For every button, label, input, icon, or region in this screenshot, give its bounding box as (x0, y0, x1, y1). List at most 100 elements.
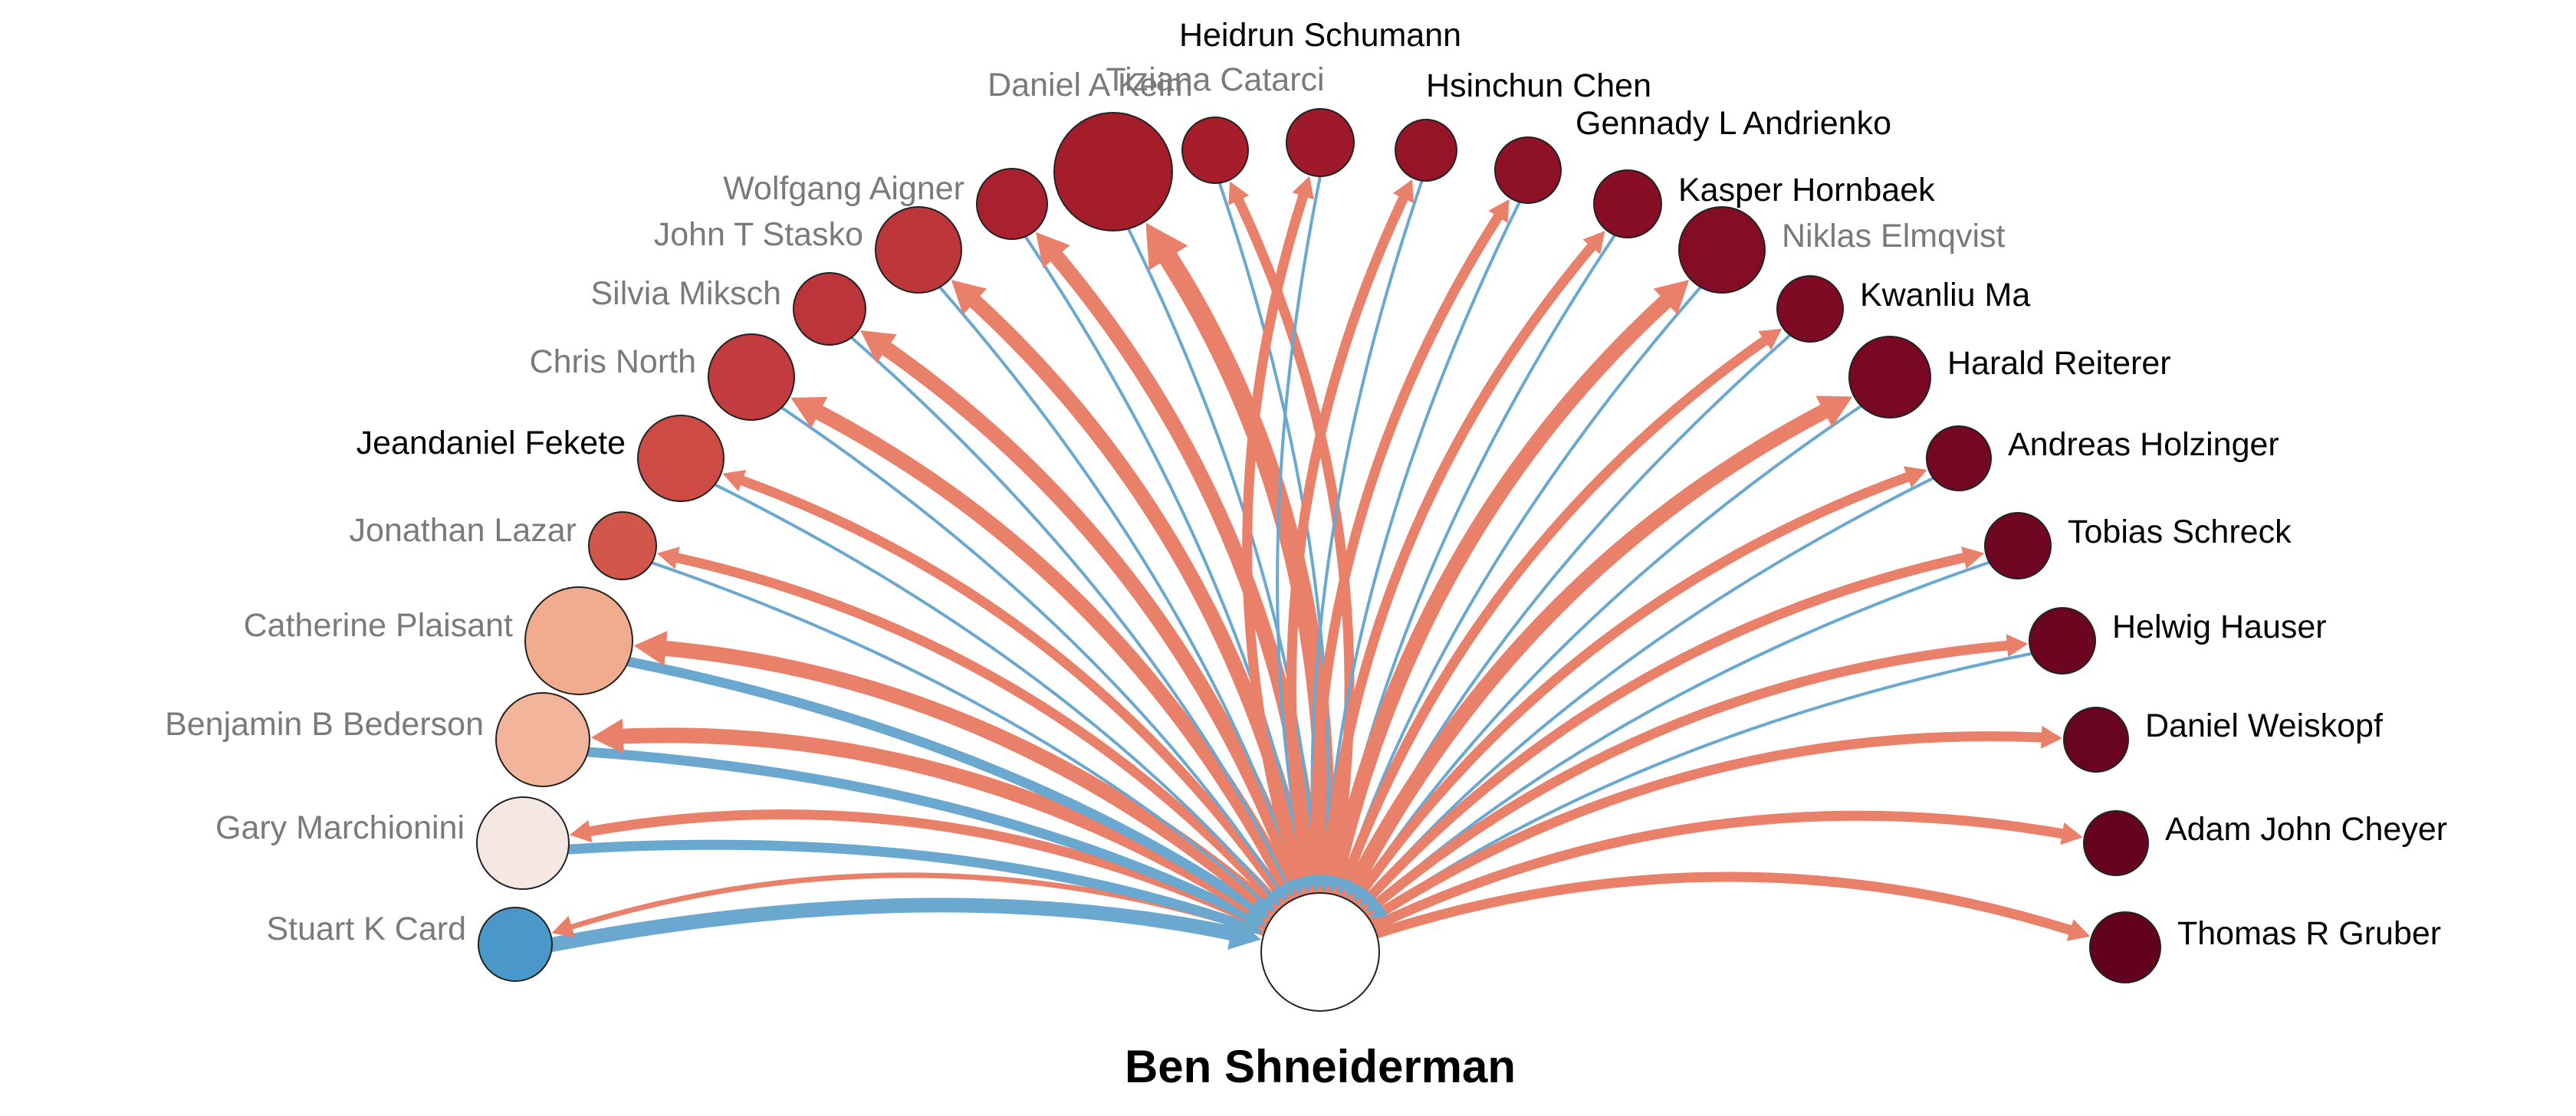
outgoing-edge (655, 640, 1287, 924)
outgoing-arrowhead (1903, 466, 1927, 488)
author-label: Tobias Schreck (2068, 514, 2292, 550)
outgoing-arrowhead (1292, 176, 1314, 200)
outgoing-edge (1367, 871, 2078, 940)
author-label: Tiziana Catarci (1106, 61, 1324, 98)
outgoing-edge (1352, 552, 1971, 917)
incoming-edge (1375, 560, 1991, 904)
incoming-edge (544, 898, 1241, 952)
incoming-edge (1276, 175, 1322, 880)
incoming-arrowhead (1353, 883, 1370, 902)
outgoing-arrowhead (1815, 396, 1853, 428)
author-node[interactable] (588, 511, 657, 580)
incoming-edge (1368, 476, 1935, 898)
incoming-edge (1024, 235, 1308, 880)
author-node[interactable] (1984, 512, 2052, 579)
author-node[interactable] (793, 272, 866, 346)
author-label: Chris North (530, 343, 696, 380)
author-label: Andreas Holzinger (2008, 426, 2279, 463)
center-node[interactable] (1260, 892, 1380, 1012)
outgoing-edge (1337, 402, 1835, 911)
incoming-edge (713, 483, 1273, 898)
outgoing-edge (809, 403, 1303, 911)
outgoing-arrowhead (2006, 634, 2029, 658)
author-label: Helwig Hauser (2112, 609, 2327, 645)
outgoing-arrowhead (1582, 231, 1605, 254)
author-label: Kasper Hornbaek (1678, 172, 1935, 208)
incoming-edge (563, 839, 1250, 931)
outgoing-arrowhead (951, 280, 987, 315)
outgoing-arrowhead (1035, 231, 1070, 268)
author-node[interactable] (1053, 112, 1173, 231)
author-node[interactable] (1181, 117, 1249, 184)
incoming-edge (623, 656, 1260, 913)
author-label: Gennady L Andrienko (1576, 105, 1891, 142)
author-label: John T Stasko (654, 216, 863, 253)
author-label: Kwanliu Ma (1860, 277, 2030, 313)
author-node[interactable] (1678, 206, 1766, 294)
author-node[interactable] (2063, 707, 2129, 773)
author-label: Niklas Elmqvist (1782, 218, 2006, 254)
author-label: Heidrun Schumann (1179, 17, 1461, 54)
author-node[interactable] (1286, 108, 1355, 177)
outgoing-arrowhead (590, 718, 624, 754)
outgoing-edge (1323, 291, 1676, 907)
author-node[interactable] (875, 206, 962, 294)
incoming-arrowhead (1346, 879, 1362, 898)
arrowheads (551, 176, 2091, 950)
author-label: Harald Reiterer (1947, 345, 2171, 382)
outgoing-edge (1346, 471, 1914, 913)
author-node[interactable] (1395, 119, 1457, 182)
author-node[interactable] (1926, 425, 1992, 491)
outgoing-edge (1156, 245, 1335, 908)
outgoing-arrowhead (1145, 222, 1188, 271)
author-node[interactable] (1848, 336, 1931, 419)
author-node[interactable] (495, 692, 590, 787)
author-label: Gary Marchionini (215, 809, 465, 846)
author-node[interactable] (637, 415, 724, 502)
author-node[interactable] (524, 586, 633, 695)
outgoing-arrowhead (1961, 547, 1985, 569)
outgoing-edge (1242, 189, 1309, 905)
author-node[interactable] (2089, 911, 2161, 983)
incoming-edge (938, 285, 1298, 883)
author-label: Benjamin B Bederson (165, 706, 484, 743)
incoming-arrowhead (1359, 888, 1378, 907)
author-node[interactable] (1593, 169, 1662, 238)
author-node[interactable] (2083, 810, 2149, 876)
outgoing-arrowhead (2060, 822, 2083, 845)
outgoing-edge (1361, 731, 2049, 927)
incoming-edge (780, 405, 1281, 891)
author-label: Stuart K Card (267, 911, 467, 947)
author-node[interactable] (2029, 607, 2096, 675)
incoming-edge (1381, 652, 2034, 912)
incoming-edge (849, 336, 1289, 886)
author-node[interactable] (478, 907, 553, 982)
outgoing-arrowhead (790, 396, 828, 428)
author-node[interactable] (1494, 136, 1562, 204)
author-label: Daniel A Keim (987, 67, 1193, 103)
outgoing-arrowhead (2041, 726, 2063, 749)
author-node[interactable] (476, 796, 570, 890)
incoming-edge (1217, 181, 1330, 879)
outgoing-arrowhead (860, 330, 897, 363)
author-node[interactable] (976, 168, 1048, 240)
outgoing-arrowhead (1653, 280, 1690, 315)
outgoing-arrowhead (551, 915, 576, 938)
outgoing-edge (1310, 210, 1504, 903)
center-label: Ben Shneiderman (1125, 1041, 1516, 1092)
author-label: Hsinchun Chen (1426, 67, 1651, 104)
author-node[interactable] (1776, 275, 1844, 343)
outgoing-arrowhead (1488, 199, 1510, 223)
author-label: Jeandaniel Fekete (356, 425, 626, 461)
outgoing-edge (670, 552, 1289, 917)
incoming-edge (1323, 200, 1521, 879)
incoming-arrowhead (1370, 901, 1389, 918)
outgoing-edge (1046, 246, 1324, 906)
author-label: Daniel Weiskopf (2145, 707, 2384, 744)
outgoing-arrowhead (722, 470, 747, 492)
incoming-edge (650, 561, 1266, 904)
outgoing-arrowhead (656, 547, 680, 569)
author-node[interactable] (708, 333, 795, 421)
outgoing-arrowhead (1758, 328, 1783, 350)
